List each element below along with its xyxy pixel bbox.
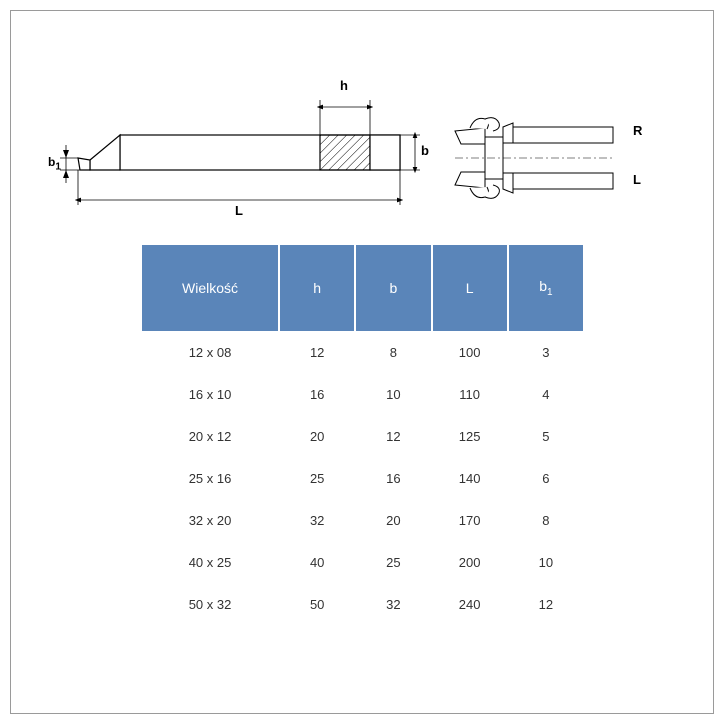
- table-row: 12 x 081281003: [142, 331, 583, 373]
- table-cell: 32: [280, 499, 354, 541]
- table-cell: 12: [356, 415, 430, 457]
- table-cell: 25 x 16: [142, 457, 278, 499]
- col-h: h: [280, 245, 354, 331]
- table-cell: 25: [280, 457, 354, 499]
- table-cell: 25: [356, 541, 430, 583]
- table-cell: 5: [509, 415, 583, 457]
- dim-b-label: b: [421, 143, 429, 158]
- table-cell: 50 x 32: [142, 583, 278, 625]
- table-row: 40 x 25402520010: [142, 541, 583, 583]
- table-row: 20 x 1220121255: [142, 415, 583, 457]
- table-cell: 6: [509, 457, 583, 499]
- table-row: 32 x 2032201708: [142, 499, 583, 541]
- col-b: b: [356, 245, 430, 331]
- table-cell: 16 x 10: [142, 373, 278, 415]
- table-cell: 40: [280, 541, 354, 583]
- table-cell: 4: [509, 373, 583, 415]
- table-row: 25 x 1625161406: [142, 457, 583, 499]
- table-cell: 240: [433, 583, 507, 625]
- table-row: 16 x 1016101104: [142, 373, 583, 415]
- dim-Lside-label: L: [633, 172, 641, 187]
- dim-L-label: L: [235, 203, 243, 218]
- table-header-row: Wielkość h b L b1: [142, 245, 583, 331]
- dimensions-table: Wielkość h b L b1 12 x 08128100316 x 101…: [140, 245, 585, 625]
- table-cell: 140: [433, 457, 507, 499]
- table-cell: 12 x 08: [142, 331, 278, 373]
- table-cell: 50: [280, 583, 354, 625]
- col-b1: b1: [509, 245, 583, 331]
- table-cell: 200: [433, 541, 507, 583]
- col-L: L: [433, 245, 507, 331]
- table-cell: 10: [356, 373, 430, 415]
- table-cell: 8: [509, 499, 583, 541]
- table-cell: 110: [433, 373, 507, 415]
- table-cell: 100: [433, 331, 507, 373]
- table-cell: 20: [280, 415, 354, 457]
- table-cell: 40 x 25: [142, 541, 278, 583]
- col-wielkosc: Wielkość: [142, 245, 278, 331]
- table-cell: 10: [509, 541, 583, 583]
- table-cell: 32: [356, 583, 430, 625]
- table-cell: 20 x 12: [142, 415, 278, 457]
- table-cell: 8: [356, 331, 430, 373]
- table-row: 50 x 32503224012: [142, 583, 583, 625]
- technical-diagram: h b L b1 R L: [60, 65, 660, 235]
- table-cell: 125: [433, 415, 507, 457]
- dim-R-label: R: [633, 123, 642, 138]
- table-cell: 20: [356, 499, 430, 541]
- table-cell: 16: [356, 457, 430, 499]
- dim-h-label: h: [340, 78, 348, 93]
- table-cell: 3: [509, 331, 583, 373]
- table-cell: 12: [280, 331, 354, 373]
- table-cell: 16: [280, 373, 354, 415]
- table-cell: 12: [509, 583, 583, 625]
- table-cell: 32 x 20: [142, 499, 278, 541]
- table-cell: 170: [433, 499, 507, 541]
- dim-b1-label: b1: [48, 155, 61, 172]
